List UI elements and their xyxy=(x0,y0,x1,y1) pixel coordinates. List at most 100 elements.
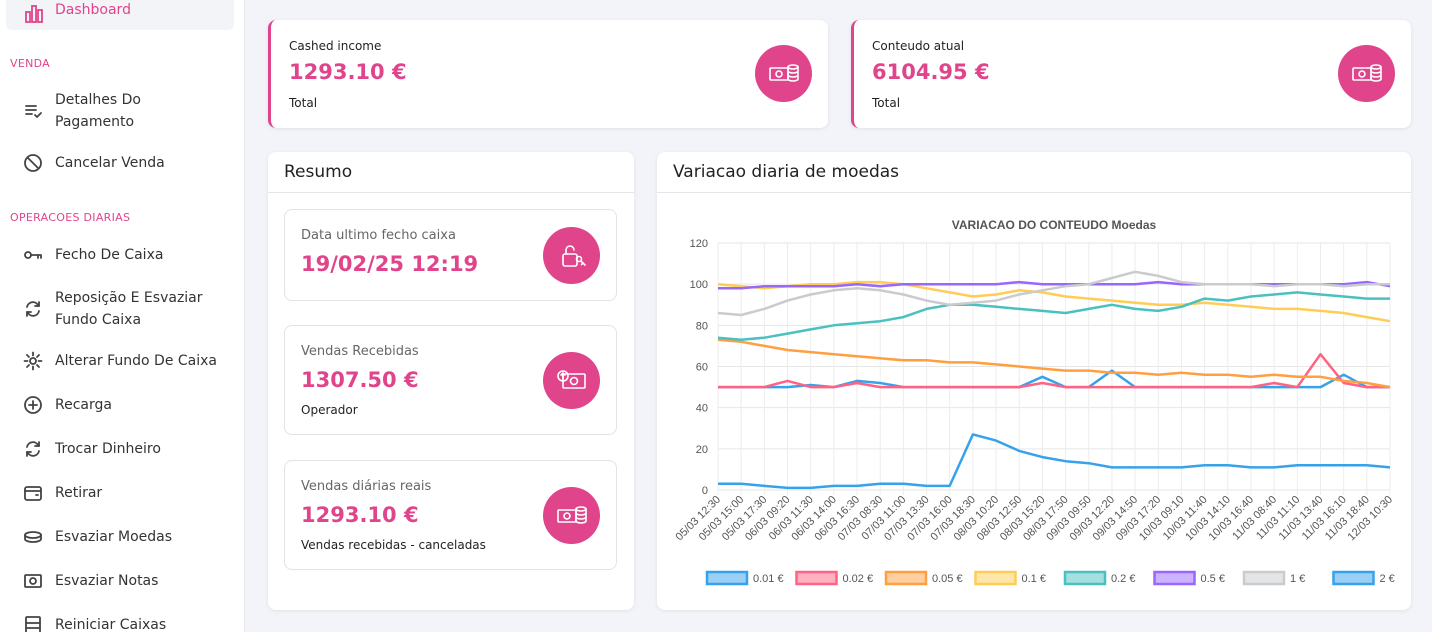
sidebar-item-esvaziar-moedas[interactable]: Esvaziar Moedas xyxy=(0,526,244,548)
card-value: 19/02/25 12:19 xyxy=(301,252,479,276)
sync-icon xyxy=(22,298,44,320)
list-check-icon xyxy=(22,100,44,122)
legend-label: 2 € xyxy=(1380,573,1395,585)
series-line xyxy=(717,291,1390,341)
cancel-icon xyxy=(22,152,44,174)
sidebar-item-label: Alterar Fundo De Caixa xyxy=(55,353,217,369)
euro-coins-icon xyxy=(1338,45,1395,102)
sidebar-item-detalhes-pagamento[interactable]: Detalhes Do Pagamento xyxy=(0,89,244,133)
cashbox-icon xyxy=(22,614,44,632)
coins-icon xyxy=(22,526,44,548)
cashed-income-card: Cashed income 1293.10 € Total xyxy=(268,20,828,128)
y-tick-label: 20 xyxy=(696,444,708,456)
card-subtitle: Total xyxy=(872,96,901,110)
sidebar: Dashboard VENDA Detalhes Do Pagamento Ca… xyxy=(0,0,245,632)
card-subtitle: Total xyxy=(289,96,318,110)
sidebar-item-cancelar-venda[interactable]: Cancelar Venda xyxy=(0,152,244,174)
legend-swatch xyxy=(795,570,838,586)
sidebar-item-alterar-fundo[interactable]: Alterar Fundo De Caixa xyxy=(0,350,244,372)
card-value: 1307.50 € xyxy=(301,368,419,392)
bar-chart-icon xyxy=(24,4,44,28)
coin-variation-chart: VARIACAO DO CONTEUDO Moedas 0 20 40 60 80 100 1… xyxy=(674,218,1395,586)
card-title: Conteudo atual xyxy=(872,39,965,53)
y-tick-label: 120 xyxy=(690,238,708,250)
card-subtitle: Operador xyxy=(301,403,358,417)
last-close-card: Data ultimo fecho caixa 19/02/25 12:19 xyxy=(284,209,617,301)
resumo-panel: Resumo Data ultimo fecho caixa 19/02/25 … xyxy=(268,152,634,610)
sidebar-item-label: Dashboard xyxy=(55,2,131,18)
key-icon xyxy=(22,244,44,266)
legend-label: 0.1 € xyxy=(1022,573,1046,585)
legend-label: 0.05 € xyxy=(932,573,963,585)
sidebar-item-label: Recarga xyxy=(55,397,112,413)
vendas-diarias-card: Vendas diárias reais 1293.10 € Vendas re… xyxy=(284,460,617,570)
legend-swatch xyxy=(1332,570,1375,586)
sidebar-item-reiniciar-caixas[interactable]: Reiniciar Caixas xyxy=(0,614,244,632)
sidebar-item-dashboard[interactable]: Dashboard xyxy=(6,0,234,30)
y-tick-label: 60 xyxy=(696,362,708,374)
y-tick-label: 100 xyxy=(690,279,708,291)
series-line xyxy=(718,352,1390,389)
sidebar-item-label: Esvaziar Notas xyxy=(55,573,159,589)
sidebar-item-label: Reiniciar Caixas xyxy=(55,617,167,632)
legend-label: 0.02 € xyxy=(843,573,874,585)
divider xyxy=(657,192,1411,193)
sidebar-item-retirar[interactable]: Retirar xyxy=(0,482,244,504)
banknote-icon xyxy=(22,570,44,592)
series-line xyxy=(717,270,1390,317)
sidebar-item-label: Trocar Dinheiro xyxy=(55,441,161,457)
panel-title: Resumo xyxy=(284,162,353,182)
section-label-operacoes: OPERACOES DIARIAS xyxy=(10,211,131,224)
y-tick-label: 40 xyxy=(696,403,708,415)
card-title: Cashed income xyxy=(289,39,382,53)
y-tick-label: 0 xyxy=(702,485,708,497)
sidebar-item-label: Retirar xyxy=(55,485,103,501)
chart-title: VARIACAO DO CONTEUDO Moedas xyxy=(952,218,1157,232)
wallet-icon xyxy=(22,482,44,504)
vendas-recebidas-card: Vendas Recebidas 1307.50 € Operador xyxy=(284,325,617,435)
card-title: Vendas diárias reais xyxy=(301,479,432,494)
legend-swatch xyxy=(1153,570,1196,586)
series-line xyxy=(717,338,1391,389)
cash-in-icon xyxy=(543,352,600,409)
legend-label: 0.5 € xyxy=(1201,573,1225,585)
card-value: 6104.95 € xyxy=(872,60,990,84)
sidebar-item-trocar-dinheiro[interactable]: Trocar Dinheiro xyxy=(0,438,244,460)
conteudo-atual-card: Conteudo atual 6104.95 € Total xyxy=(851,20,1411,128)
card-subtitle: Vendas recebidas - canceladas xyxy=(301,538,486,552)
legend-swatch xyxy=(1242,570,1286,586)
sidebar-item-recarga[interactable]: Recarga xyxy=(0,394,244,416)
legend-label: 0.01 € xyxy=(753,573,784,585)
series-line xyxy=(718,280,1391,290)
sidebar-item-label: Esvaziar Moedas xyxy=(55,529,173,545)
card-title: Vendas Recebidas xyxy=(301,344,419,359)
sidebar-item-reposicao[interactable]: Reposição E Esvaziar Fundo Caixa xyxy=(0,287,244,331)
legend-swatch xyxy=(884,570,928,586)
series-line xyxy=(718,433,1391,490)
section-label-venda: VENDA xyxy=(10,57,51,70)
legend-label: 1 € xyxy=(1290,573,1305,585)
panel-title: Variacao diaria de moedas xyxy=(673,162,900,182)
card-value: 1293.10 € xyxy=(289,60,407,84)
sidebar-item-label: Cancelar Venda xyxy=(55,155,165,171)
sidebar-item-label: Reposição E Esvaziar Fundo Caixa xyxy=(55,290,203,328)
card-value: 1293.10 € xyxy=(301,503,419,527)
legend-swatch xyxy=(705,570,749,586)
sidebar-item-label: Fecho De Caixa xyxy=(55,247,164,263)
legend-label: 0.2 € xyxy=(1111,573,1135,585)
sync-icon xyxy=(22,438,44,460)
sidebar-item-fecho-caixa[interactable]: Fecho De Caixa xyxy=(0,244,244,266)
legend-swatch xyxy=(974,570,1017,586)
sidebar-item-esvaziar-notas[interactable]: Esvaziar Notas xyxy=(0,570,244,592)
plus-circle-icon xyxy=(22,394,44,416)
chart-panel: Variacao diaria de moedas VARIACAO DO CO… xyxy=(657,152,1411,610)
gear-icon xyxy=(22,350,44,372)
legend-swatch xyxy=(1063,570,1107,586)
divider xyxy=(268,192,634,193)
euro-coins-icon xyxy=(543,487,600,544)
y-tick-label: 80 xyxy=(696,320,708,332)
card-title: Data ultimo fecho caixa xyxy=(301,228,456,243)
sidebar-item-label: Detalhes Do Pagamento xyxy=(55,92,141,130)
lock-key-icon xyxy=(543,227,600,284)
series-line xyxy=(717,280,1391,323)
